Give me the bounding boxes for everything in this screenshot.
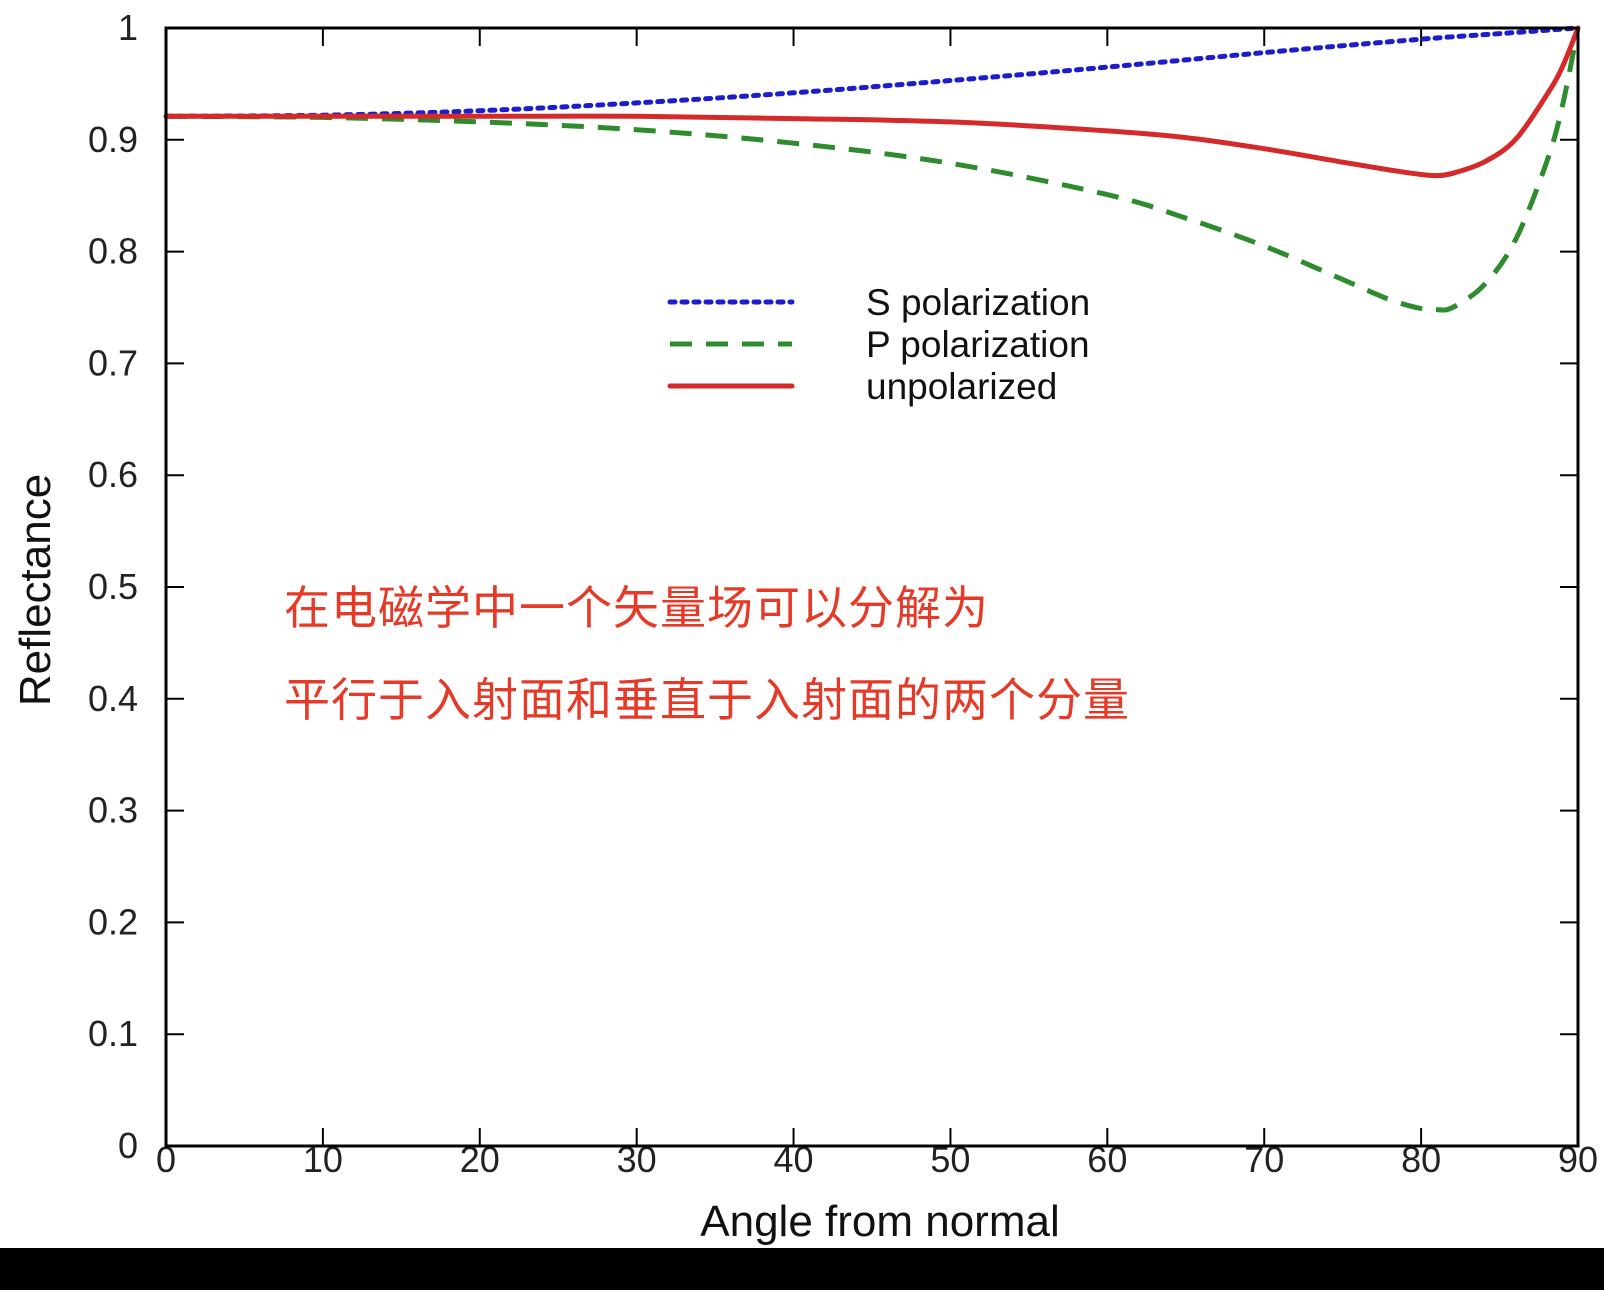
y-tick-label: 0.1: [88, 1013, 138, 1054]
y-tick-label: 0.9: [88, 119, 138, 160]
y-tick-label: 0.8: [88, 231, 138, 272]
y-tick-label: 0.3: [88, 790, 138, 831]
series-line-unpolarized: [163, 25, 1581, 179]
annotation-line-1: 在电磁学中一个矢量场可以分解为: [284, 581, 989, 635]
series-line-s-polarization: [163, 25, 1581, 119]
y-axis-label: Reflectance: [11, 474, 60, 706]
y-tick-label: 0: [118, 1125, 138, 1166]
series-layer: [163, 25, 1581, 313]
bottom-black-bar: [0, 1248, 1604, 1290]
y-tick-label: 0.4: [88, 678, 138, 719]
legend-label: unpolarized: [866, 366, 1057, 407]
x-axis-label: Angle from normal: [700, 1197, 1059, 1246]
y-tick-label: 0.2: [88, 901, 138, 942]
plot-frame: [164, 26, 1580, 1148]
y-tick-label: 1: [118, 7, 138, 48]
annotation-line-2: 平行于入射面和垂直于入射面的两个分量: [284, 673, 1130, 727]
legend-label: P polarization: [866, 324, 1090, 365]
legend-label: S polarization: [866, 282, 1090, 323]
y-tick-label: 0.6: [88, 454, 138, 495]
y-tick-label: 0.5: [88, 566, 138, 607]
x-tick-label: 0: [156, 1139, 176, 1180]
series-line-p-polarization: [165, 27, 1581, 313]
y-tick-label: 0.7: [88, 342, 138, 383]
axis-ticks: [165, 27, 1579, 1147]
